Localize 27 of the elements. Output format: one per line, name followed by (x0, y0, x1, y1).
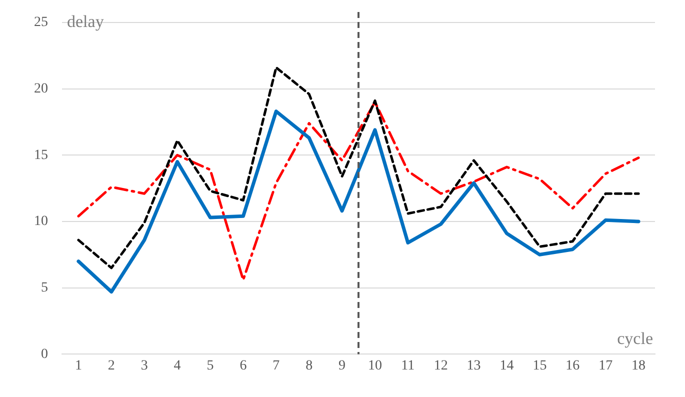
y-axis-title: delay (67, 12, 104, 31)
y-tick-label: 20 (34, 81, 48, 96)
y-tick-label: 10 (34, 214, 48, 230)
x-tick-label: 7 (272, 358, 280, 374)
x-tick-label: 1 (74, 358, 82, 374)
x-tick-label: 6 (240, 358, 247, 374)
x-tick-label: 11 (401, 358, 415, 374)
y-tick-label: 0 (41, 346, 48, 362)
x-tick-label: 4 (174, 358, 181, 374)
x-tick-label: 17 (598, 358, 613, 374)
x-tick-label: 18 (632, 358, 646, 374)
y-tick-label: 25 (34, 15, 48, 30)
y-tick-label: 5 (41, 280, 48, 296)
x-tick-label: 14 (500, 358, 514, 374)
x-tick-label: 5 (206, 358, 214, 374)
x-tick-label: 2 (108, 358, 115, 374)
x-tick-label: 10 (368, 358, 382, 374)
x-axis-title: cycle (617, 329, 653, 348)
x-tick-label: 13 (466, 358, 481, 374)
x-tick-label: 9 (338, 358, 346, 374)
x-tick-label: 3 (140, 358, 148, 374)
x-tick-label: 12 (434, 358, 448, 374)
y-tick-label: 15 (34, 148, 48, 163)
line-series (77, 66, 640, 270)
x-tick-label: 8 (306, 358, 313, 374)
x-tick-label: 16 (566, 358, 580, 374)
x-tick-label: 15 (532, 358, 547, 374)
